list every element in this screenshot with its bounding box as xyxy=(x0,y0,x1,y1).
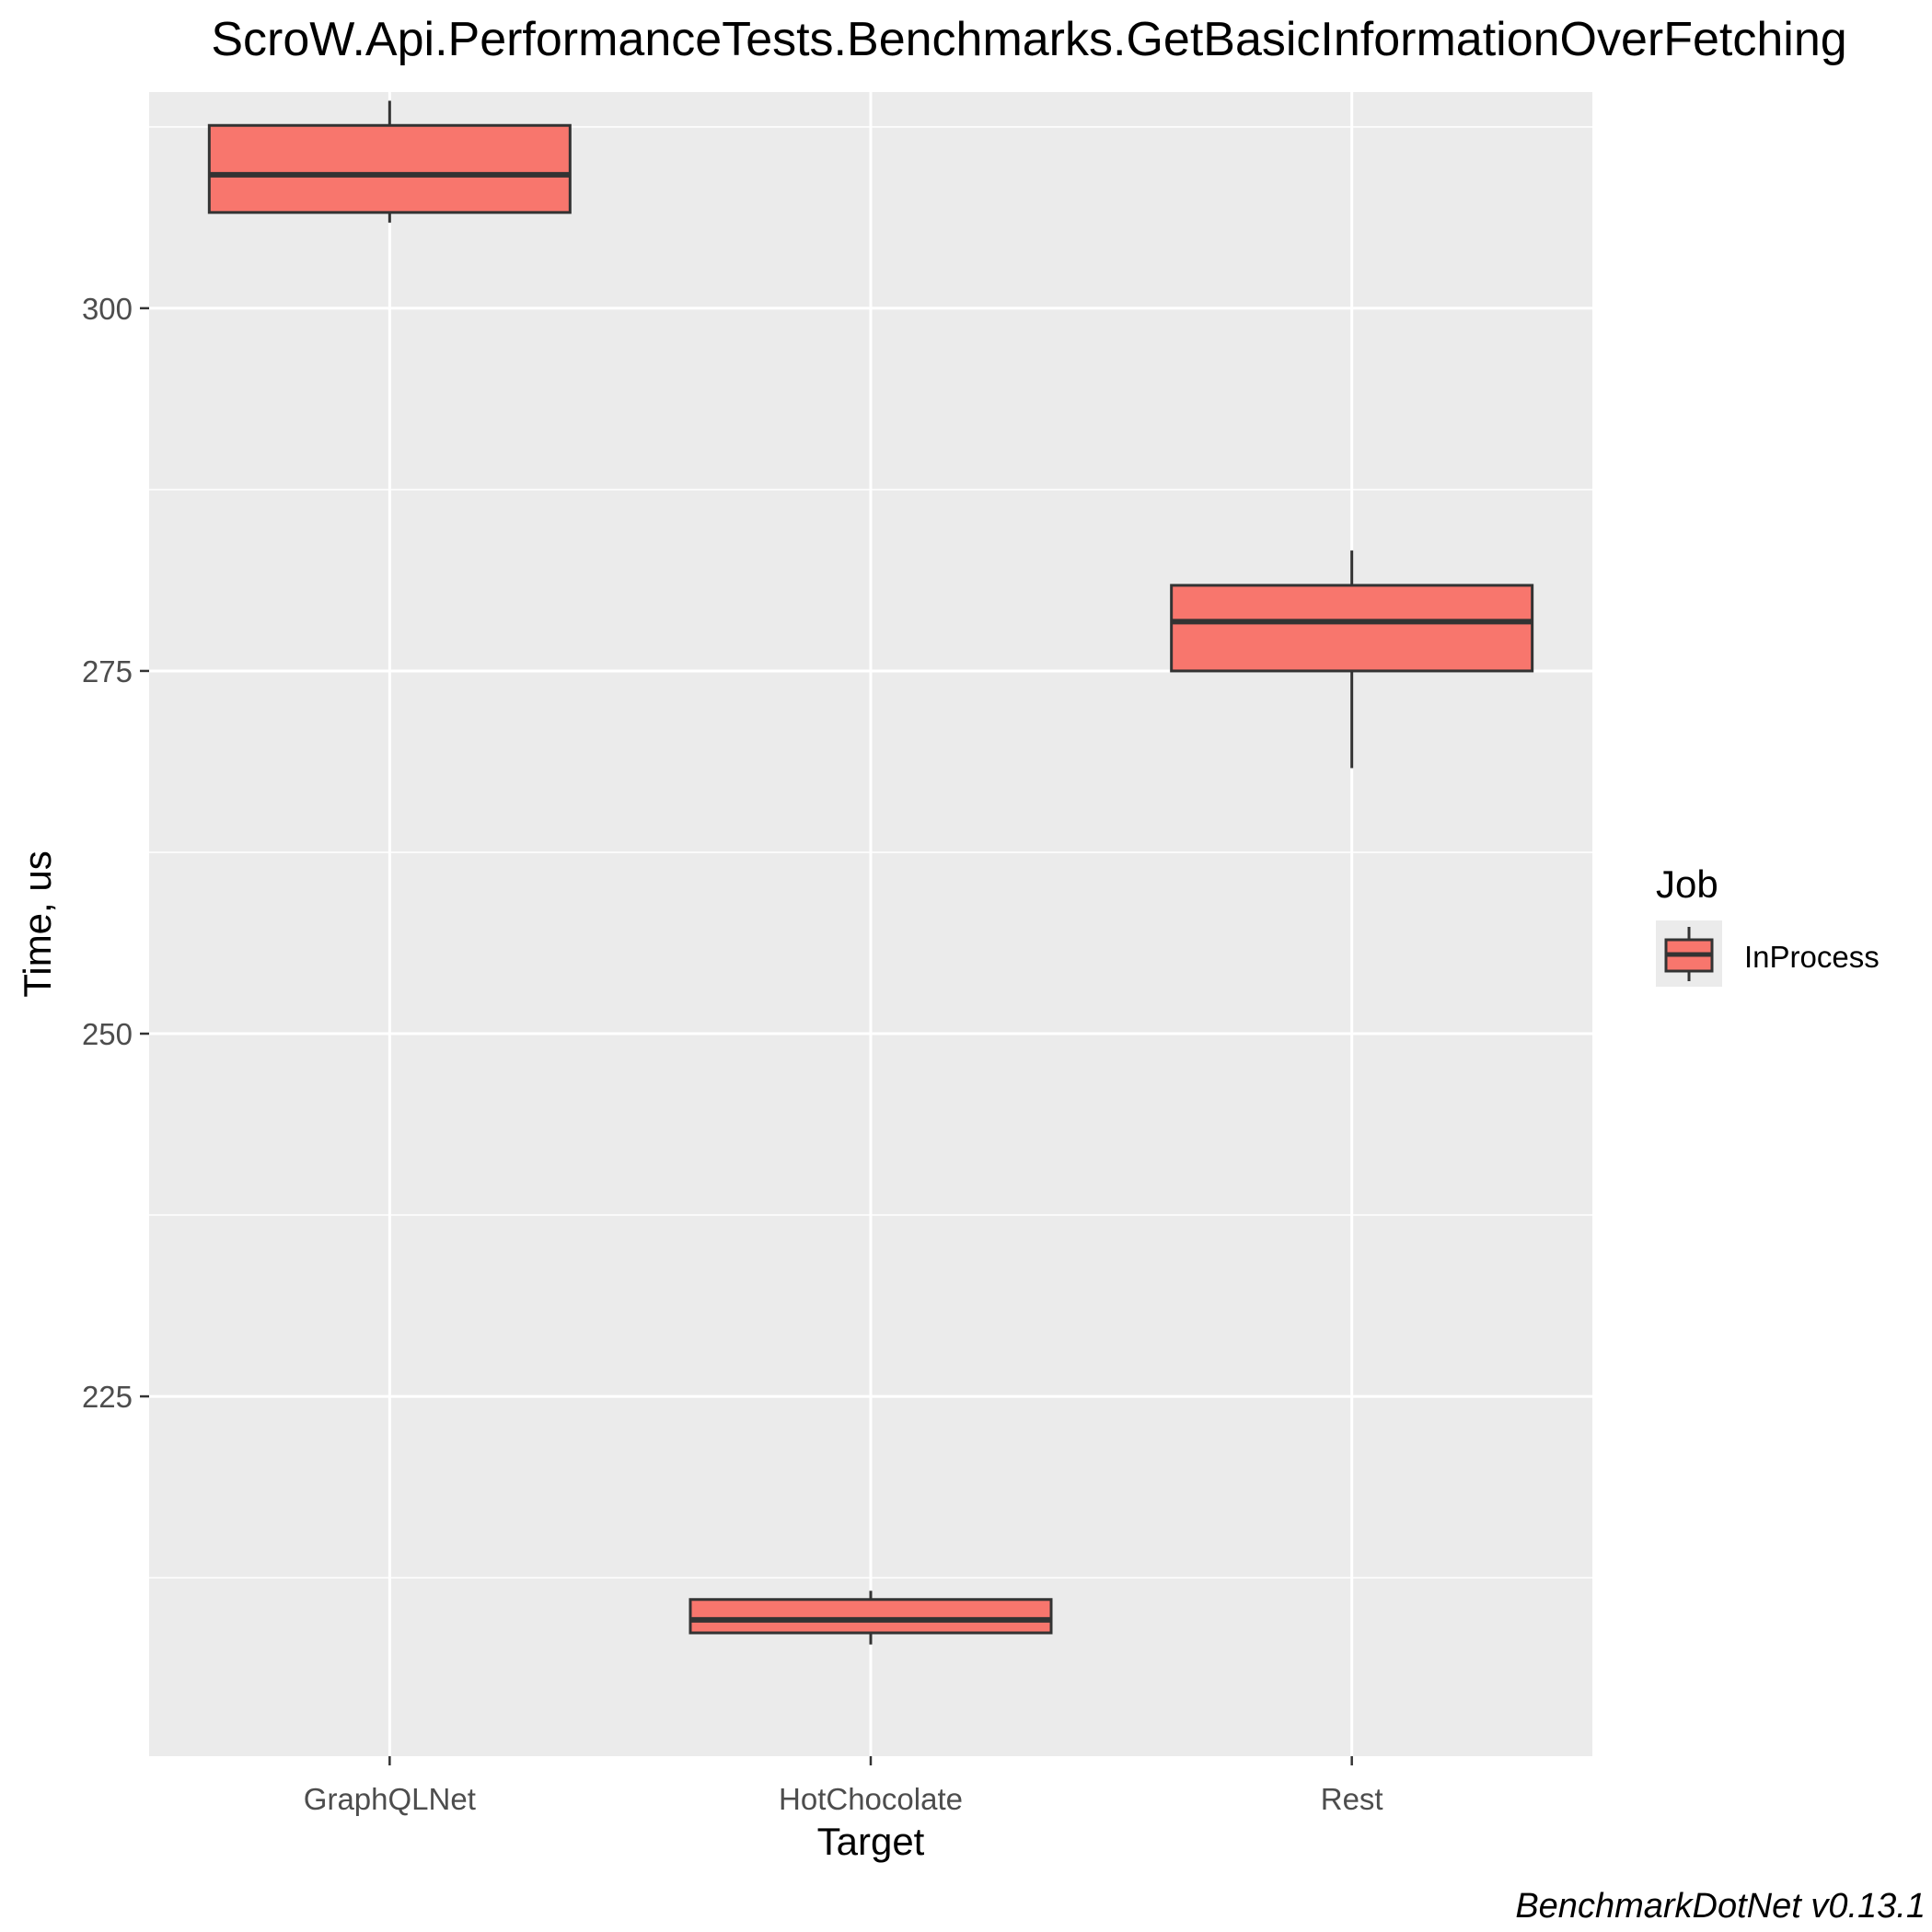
box-graphqlnet xyxy=(207,100,572,223)
legend-key xyxy=(1664,927,1714,981)
box-body xyxy=(688,1598,1053,1635)
legend-label-inprocess: InProcess xyxy=(1744,940,1880,974)
x-axis: GraphQLNet HotChocolate Rest xyxy=(304,1756,1383,1816)
x-axis-title: Target xyxy=(817,1820,925,1863)
y-tick-label: 300 xyxy=(82,292,133,326)
y-tick-label: 275 xyxy=(82,654,133,688)
y-tick-label: 250 xyxy=(82,1017,133,1051)
box-body xyxy=(1170,584,1534,673)
y-tick-label: 225 xyxy=(82,1380,133,1414)
grid-major xyxy=(149,92,1592,1756)
box-rest xyxy=(1170,550,1534,769)
boxes xyxy=(207,100,1534,1645)
legend-title: Job xyxy=(1656,862,1718,906)
caption: BenchmarkDotNet v0.13.1 xyxy=(1515,1887,1926,1926)
y-axis: 225 250 275 300 xyxy=(82,292,149,1414)
box-body xyxy=(207,123,572,214)
x-tick-label: Rest xyxy=(1321,1782,1383,1816)
legend: Job InProcess xyxy=(1656,862,1880,987)
chart-title: ScroW.Api.PerformanceTests.Benchmarks.Ge… xyxy=(211,13,1846,66)
y-axis-title: Time, us xyxy=(16,850,59,997)
x-tick-label: GraphQLNet xyxy=(304,1782,476,1816)
box-hotchocolate xyxy=(688,1591,1053,1645)
x-tick-label: HotChocolate xyxy=(779,1782,963,1816)
